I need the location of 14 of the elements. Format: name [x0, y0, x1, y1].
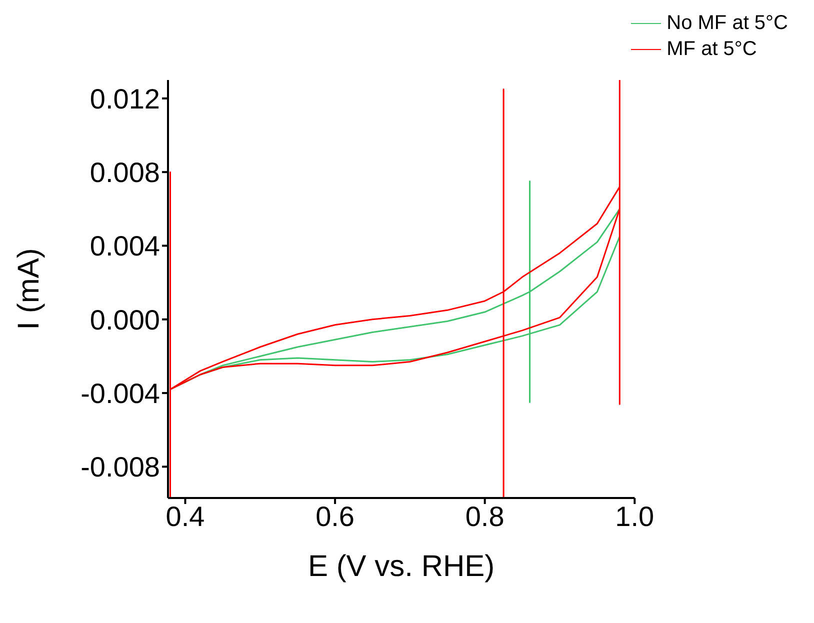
x-tick-label: 1.0: [615, 500, 654, 532]
y-tick-label: -0.008: [80, 452, 160, 483]
y-tick-label: 0.008: [90, 157, 160, 188]
y-axis-title: I (mA): [12, 248, 46, 330]
x-tick-label: 0.4: [166, 500, 205, 532]
legend-label: MF at 5°C: [666, 37, 757, 62]
legend-label: No MF at 5°C: [666, 11, 788, 36]
y-tick-label: 0.000: [90, 304, 160, 336]
x-tick-label: 0.6: [316, 500, 354, 532]
x-axis-title: E (V vs. RHE): [308, 550, 495, 583]
y-tick-label: 0.012: [90, 83, 160, 114]
x-tick-label: 0.8: [465, 500, 504, 532]
y-tick-label: 0.004: [90, 230, 160, 262]
y-tick-label: -0.004: [80, 378, 160, 409]
